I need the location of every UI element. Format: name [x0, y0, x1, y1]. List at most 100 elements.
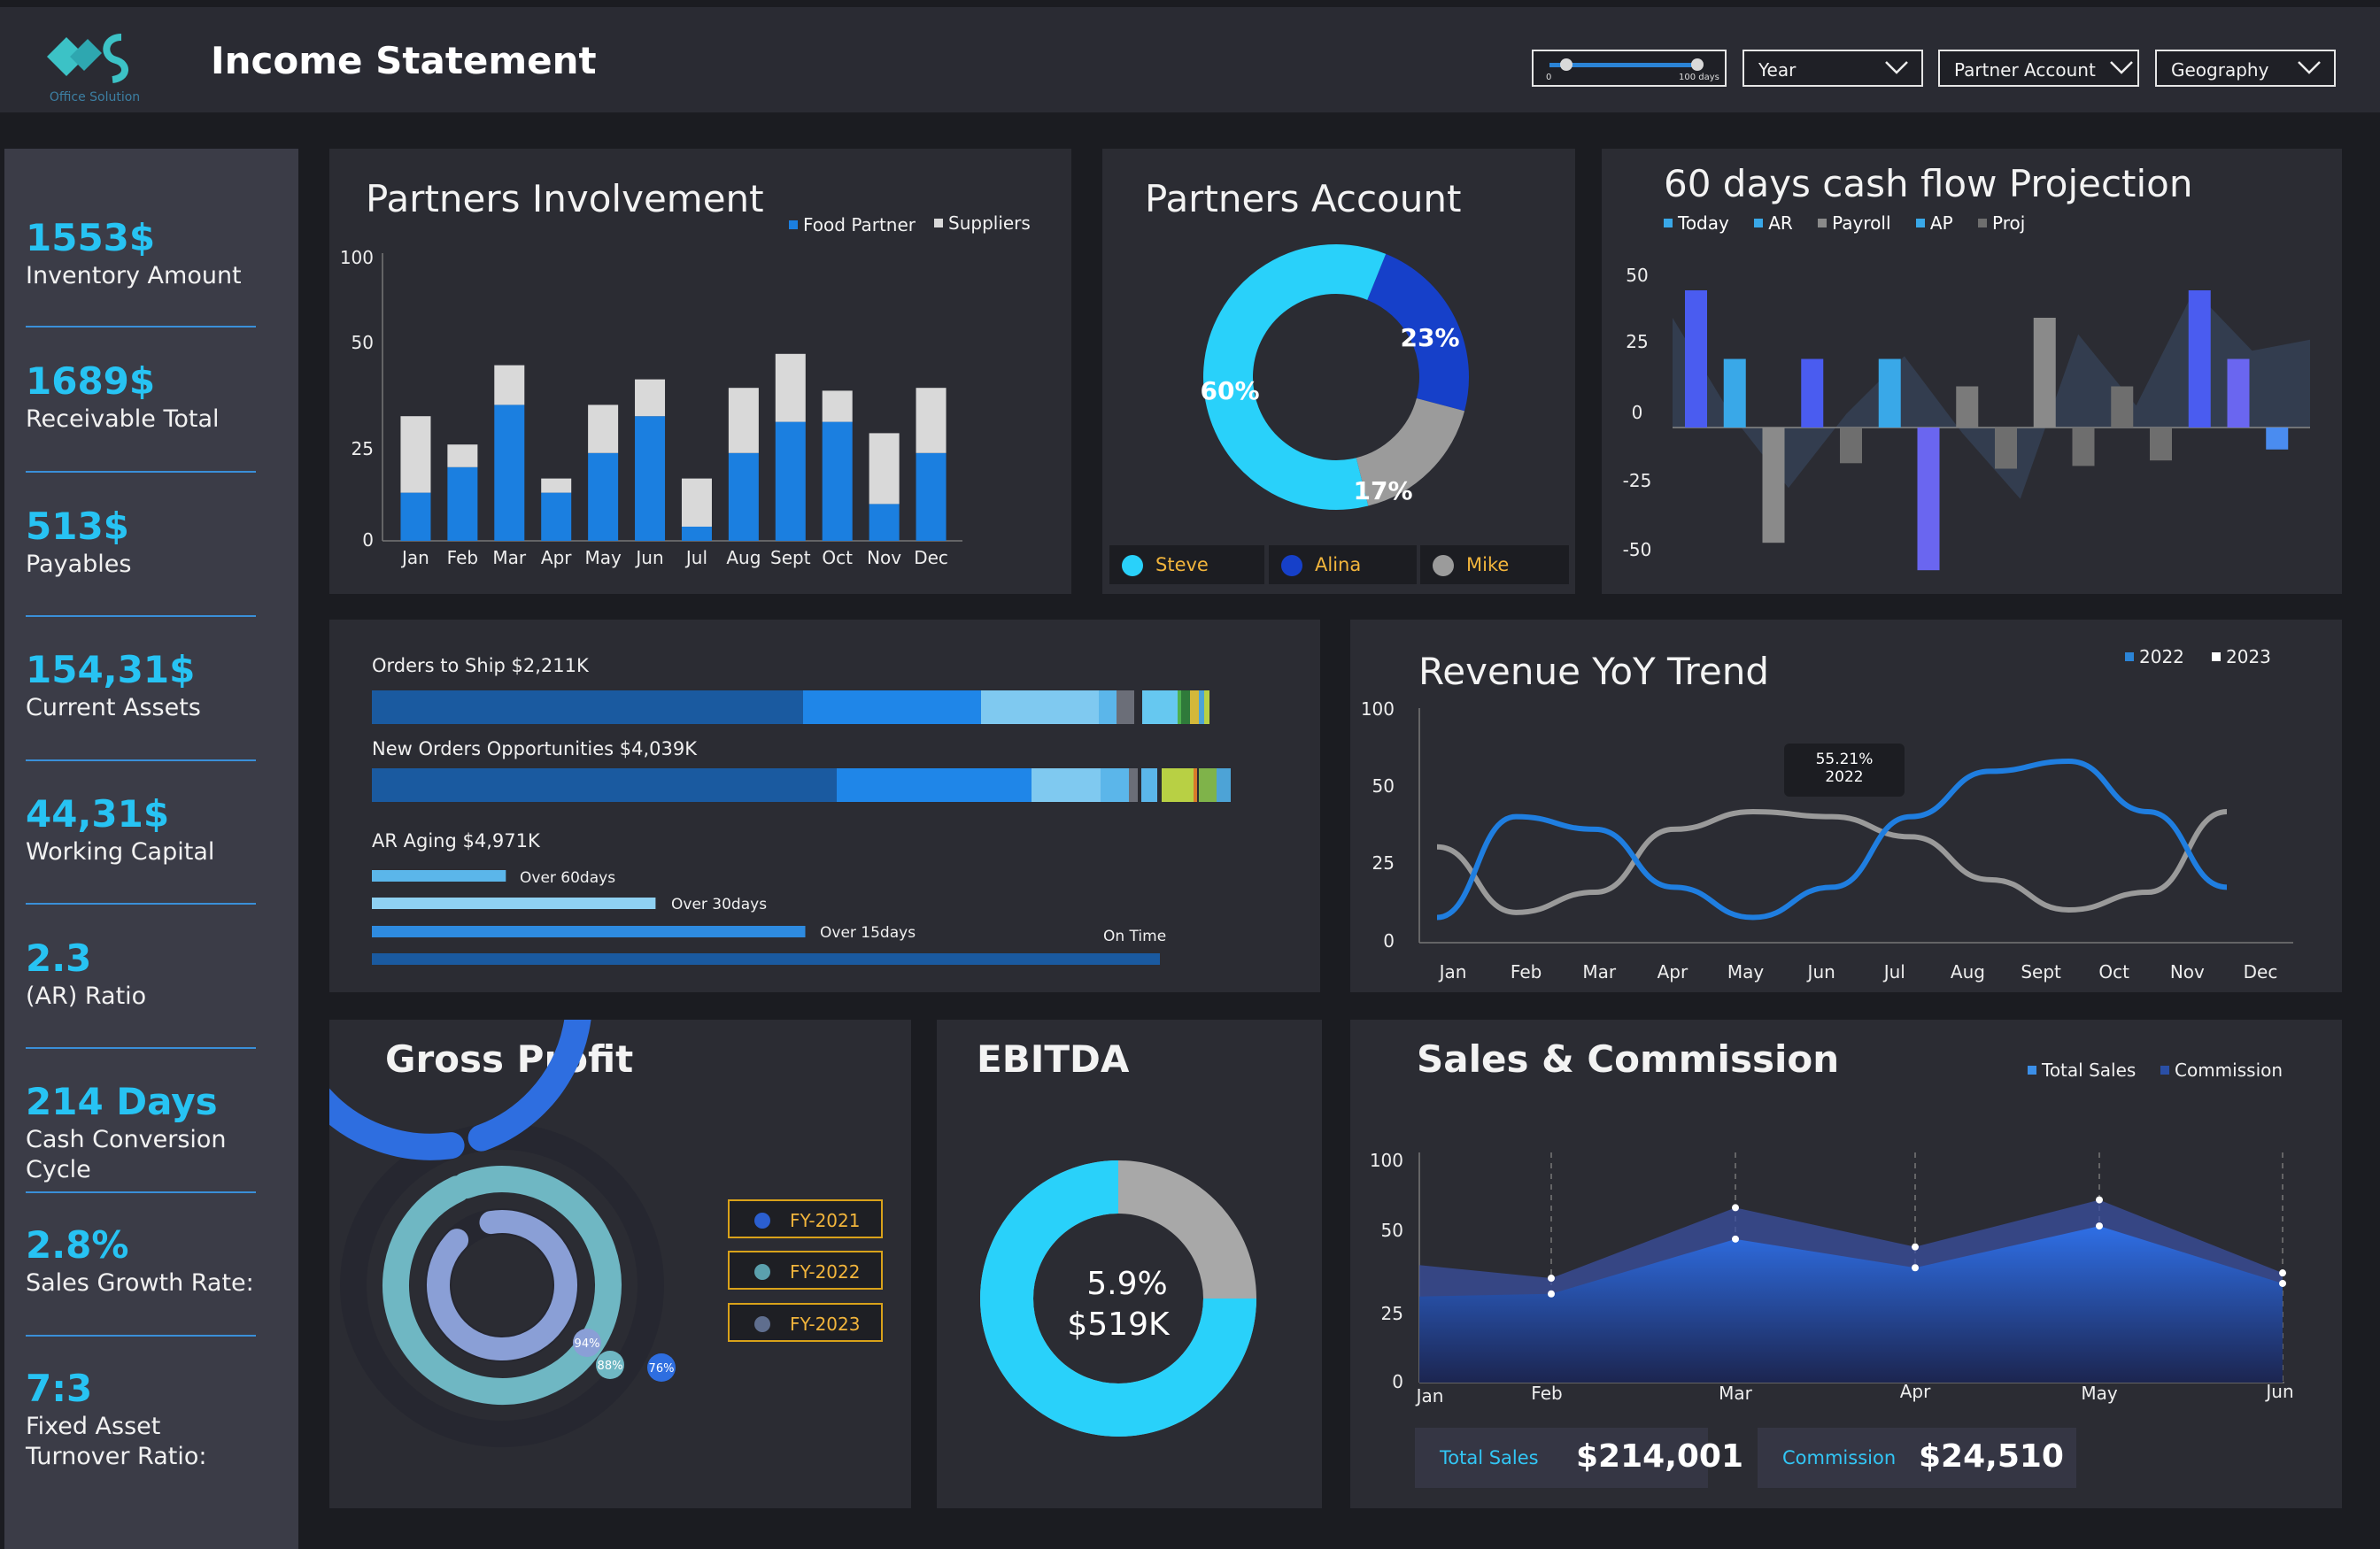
slider-max-knob[interactable] [1691, 58, 1704, 71]
kpi-value: 7:3 [26, 1367, 93, 1410]
new-orders-segment [837, 768, 1032, 802]
ring-value-label: 76% [649, 1362, 675, 1376]
bar-suppliers [447, 444, 478, 467]
line-2022 [1436, 758, 2228, 921]
aging-label-30: Over 30days [671, 896, 768, 913]
slider-max-label: 100 days [1679, 73, 1719, 82]
x-tick-label: Jun [1806, 961, 1835, 983]
kpi-working-capital: 44,31$ Working Capital [26, 792, 265, 867]
legend-alina[interactable]: Alina [1269, 545, 1417, 584]
x-tick-label: Oct [822, 547, 853, 568]
new-orders-segment [372, 768, 837, 802]
donut-slice-steve [1203, 244, 1387, 510]
slice-label-mike: 17% [1353, 476, 1412, 505]
year-dropdown-label: Year [1758, 59, 1797, 81]
geography-dropdown[interactable]: Geography [2155, 50, 2336, 87]
y-tick-label: -50 [1623, 539, 1652, 560]
gross-profit-ring-fy-2021 [329, 1020, 591, 1160]
new-orders-segment [1199, 768, 1217, 802]
partner-account-dropdown[interactable]: Partner Account [1938, 50, 2139, 87]
ring-value-label: 94% [575, 1337, 600, 1351]
data-point [1912, 1243, 1919, 1251]
year-dropdown[interactable]: Year [1742, 50, 1923, 87]
new-orders-segment [1162, 768, 1194, 802]
bar-suppliers [681, 478, 712, 527]
kpi-sidebar: 1553$ Inventory Amount 1689$ Receivable … [4, 149, 298, 1549]
legend-mike[interactable]: Mike [1420, 545, 1569, 584]
data-point [2096, 1222, 2103, 1230]
x-tick-label: Mar [1582, 961, 1617, 983]
aging-bar [372, 926, 806, 937]
x-tick-label: Jun [2264, 1381, 2293, 1402]
divider [26, 1047, 256, 1049]
cash-flow-bar [2227, 358, 2250, 428]
cash-flow-bar [2188, 290, 2211, 428]
page-title: Income Statement [211, 39, 597, 82]
legend-steve[interactable]: Steve [1109, 545, 1264, 584]
divider [26, 1335, 256, 1337]
new-orders-segment [1032, 768, 1101, 802]
orders-to-ship-segment [1204, 690, 1209, 724]
partners-account-donut: 23% 17% 60% [1200, 244, 1469, 510]
ar-aging-label: AR Aging $4,971K [372, 830, 540, 852]
x-tick-label: Dec [914, 547, 948, 568]
bar-suppliers [822, 390, 853, 422]
kpi-label: (AR) Ratio [26, 983, 147, 1010]
legend-2023: 2023 [2212, 646, 2271, 667]
cash-flow-bar [2072, 428, 2095, 466]
orders-to-ship-segment [1181, 690, 1190, 724]
partners-involvement-panel: Partners Involvement Food Partner Suppli… [329, 149, 1071, 594]
ring-value-badge [647, 1353, 676, 1382]
legend-fy-2021[interactable]: FY-2021 [728, 1199, 883, 1238]
new-orders-label: New Orders Opportunities $4,039K [372, 738, 697, 759]
bar-food-partner [635, 416, 666, 541]
legend-dot [754, 1213, 770, 1229]
data-point [1912, 1264, 1919, 1272]
ebitda-donut [980, 1160, 1256, 1437]
y-tick-label: 100 [1361, 698, 1395, 720]
data-point [2096, 1196, 2103, 1204]
partners-account-panel: Partners Account 23% 17% 60% [1102, 149, 1575, 594]
revenue-trend-chart: 100 50 25 0 Jan Feb Mar Apr May Jun Jul Aug Sept Oct N… [1361, 698, 2293, 983]
legend-fy-2022[interactable]: FY-2022 [728, 1251, 883, 1290]
legend-dot [1281, 555, 1302, 576]
ebitda-panel: EBITDA 5.9% $519K [937, 1020, 1322, 1508]
x-tick-label: Feb [1531, 1383, 1562, 1404]
y-tick-label: -25 [1623, 470, 1652, 491]
y-tick-label: 100 [340, 247, 374, 268]
kpi-label: Payables [26, 551, 132, 578]
tooltip-value: 55.21% [1815, 751, 1874, 768]
partner-account-dropdown-label: Partner Account [1954, 59, 2096, 81]
divider [26, 1191, 256, 1193]
bar-suppliers [775, 353, 806, 422]
chevron-down-icon [1885, 61, 1908, 74]
x-tick-label: Mar [1719, 1383, 1753, 1404]
kpi-label: Cash Conversion Cycle [26, 1126, 227, 1183]
legend-food-partner: Food Partner [789, 214, 916, 235]
y-tick-label: 50 [1626, 265, 1648, 286]
bar-food-partner [916, 452, 947, 541]
kpi-receivable-total: 1689$ Receivable Total [26, 359, 265, 435]
x-tick-label: Jun [634, 547, 663, 568]
orders-to-ship-segment [803, 690, 981, 724]
slider-min-knob[interactable] [1560, 58, 1572, 71]
ebitda-main-slice [980, 1160, 1256, 1437]
cash-flow-bar [2266, 428, 2289, 450]
legend-ap: AP [1915, 212, 1953, 234]
legend-fy-2023[interactable]: FY-2023 [728, 1303, 883, 1342]
orders-to-ship-segment [1117, 690, 1134, 724]
new-orders-segment [1141, 768, 1157, 802]
cash-flow-bar [2111, 386, 2134, 428]
slider-track [1549, 63, 1698, 67]
x-tick-label: Jan [1438, 961, 1467, 983]
commission-card: Commission $24,510 [1758, 1428, 2076, 1488]
bar-food-partner [775, 421, 806, 541]
days-range-slider[interactable]: 0 100 days [1532, 50, 1727, 87]
bar-food-partner [728, 452, 759, 541]
kpi-value: 154,31$ [26, 648, 196, 691]
tooltip-year: 2022 [1825, 768, 1864, 786]
legend-today: Today [1664, 212, 1729, 234]
sales-commission-chart: 100 50 25 0 Jan Feb Mar Apr May Jun [1370, 1150, 2294, 1406]
panel-title: Partners Account [1145, 177, 1462, 220]
cash-flow-panel: 60 days cash flow Projection Today AR Pa… [1602, 149, 2342, 594]
